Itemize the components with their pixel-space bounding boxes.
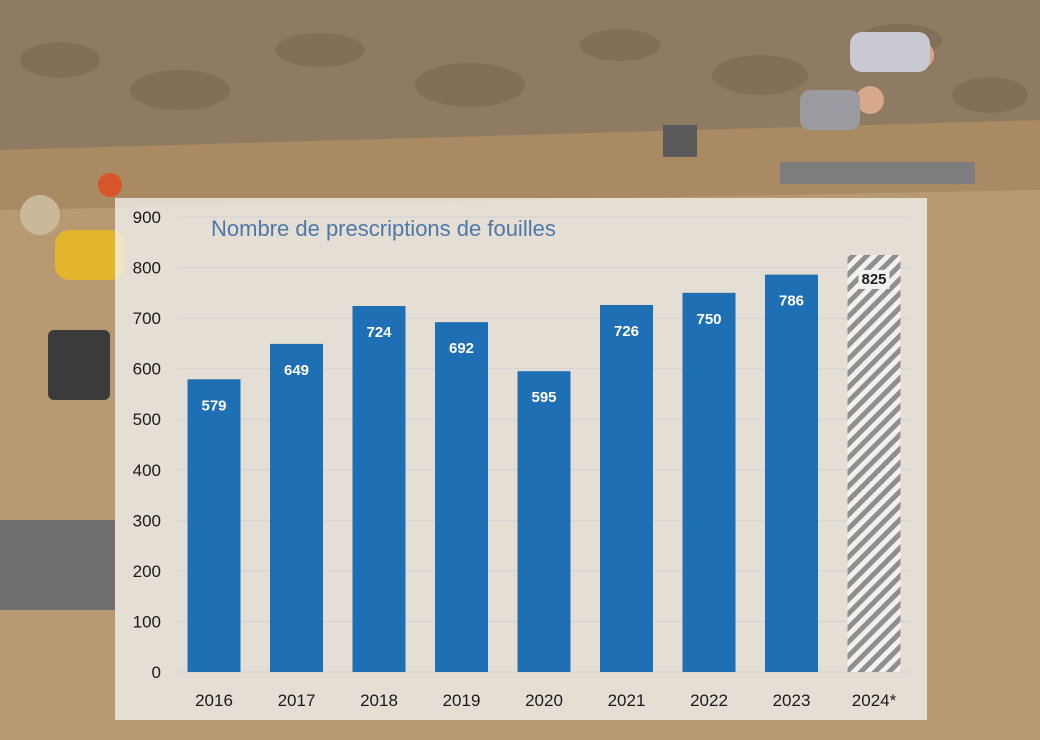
x-tick-label: 2019 [443,691,481,710]
x-axis-ticks: 2016 2017 2018 2019 2020 2021 2022 2023 2024* [195,691,897,710]
data-label: 786 [779,293,804,310]
bar-chart: 0 100 200 300 400 500 600 700 800 900 579 649 724 69… [133,208,910,710]
y-axis-ticks: 0 100 200 300 400 500 600 700 800 900 [133,208,161,682]
bar [682,292,736,672]
data-label: 726 [614,323,639,340]
bar [352,305,406,672]
chart-panel: Nombre de prescriptions de fouilles 0 100… [115,198,927,720]
x-tick-label: 2022 [690,691,728,710]
y-tick-label: 800 [133,259,161,278]
y-tick-label: 600 [133,360,161,379]
data-label: 595 [531,389,556,406]
x-tick-label: 2021 [608,691,646,710]
y-tick-label: 300 [133,511,161,530]
bar [517,371,571,672]
x-tick-label: 2018 [360,691,398,710]
bar [600,304,653,672]
data-label: 579 [201,397,226,414]
x-tick-label: 2017 [278,691,316,710]
bar [270,343,323,672]
y-tick-label: 400 [133,461,161,480]
y-tick-label: 100 [133,612,161,631]
y-tick-label: 500 [133,410,161,429]
data-label: 724 [366,324,392,341]
x-tick-label: 2020 [525,691,563,710]
label-backing [858,269,890,289]
bar [765,274,818,672]
data-labels: 579 649 724 692 595 726 750 786 825 [201,269,890,414]
data-label: 692 [449,340,474,357]
x-tick-label: 2016 [195,691,233,710]
bar [187,379,241,672]
chart-title: Nombre de prescriptions de fouilles [211,216,556,241]
bars [187,254,901,672]
y-tick-label: 700 [133,309,161,328]
data-label: 825 [861,271,886,288]
worker-figures [0,32,975,610]
y-tick-label: 0 [152,663,161,682]
data-label: 649 [284,362,309,379]
data-label: 750 [696,311,721,328]
y-tick-label: 200 [133,562,161,581]
x-tick-label: 2024* [852,691,897,710]
bar-projected [847,254,901,672]
x-tick-label: 2023 [773,691,811,710]
bar [435,322,488,672]
y-tick-label: 900 [133,208,161,227]
